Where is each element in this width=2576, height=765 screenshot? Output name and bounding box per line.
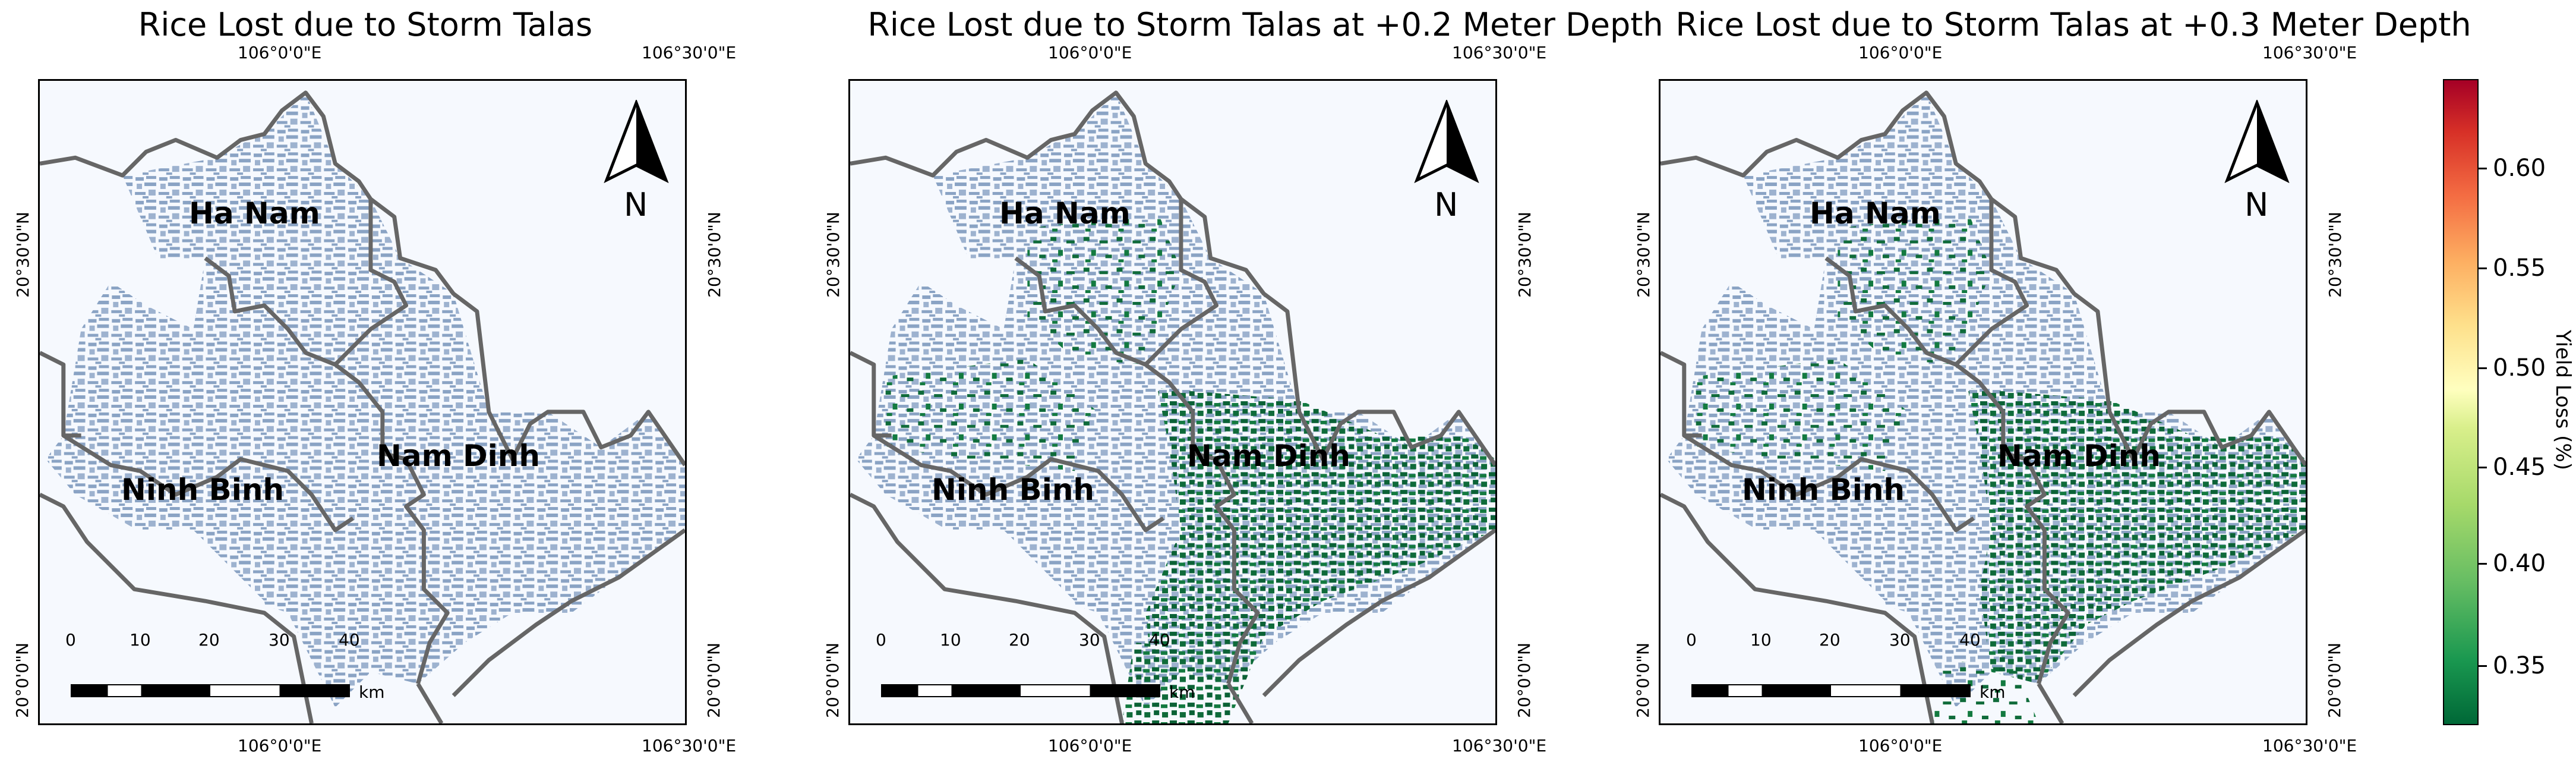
map-panel-3 bbox=[1659, 79, 2307, 725]
lat-tick-right-20-30: 20°30'0"N bbox=[2325, 212, 2345, 298]
yield-loss-overlay bbox=[885, 210, 1495, 723]
colorbar-tick-mark bbox=[2479, 665, 2487, 667]
map-panel-2 bbox=[848, 79, 1497, 725]
lon-tick-bottom-106-30: 106°30'0"E bbox=[1452, 736, 1547, 755]
colorbar-tick-mark bbox=[2479, 563, 2487, 565]
scale-tick-0: 0 bbox=[876, 630, 886, 650]
scale-tick-40: 40 bbox=[339, 630, 360, 650]
scale-tick-40: 40 bbox=[1959, 630, 1981, 650]
north-arrow-label: N bbox=[1434, 186, 1459, 223]
lat-tick-right-20-0: 20°0'0"N bbox=[1514, 643, 1534, 718]
province-label-ninh-binh: Ninh Binh bbox=[121, 473, 285, 507]
panel-title-2: Rice Lost due to Storm Talas at +0.2 Met… bbox=[867, 6, 1663, 43]
panel-title-1: Rice Lost due to Storm Talas bbox=[138, 6, 593, 43]
north-arrow-label: N bbox=[2244, 186, 2269, 223]
north-arrow-label: N bbox=[624, 186, 648, 223]
lon-tick-bottom-106-0: 106°0'0"E bbox=[1048, 736, 1132, 755]
province-label-ha-nam: Ha Nam bbox=[189, 196, 320, 231]
province-label-ha-nam: Ha Nam bbox=[1810, 196, 1941, 231]
colorbar-tick-mark bbox=[2479, 267, 2487, 269]
colorbar-tick-label: 0.35 bbox=[2493, 652, 2546, 679]
lon-tick-top-106-0: 106°0'0"E bbox=[1048, 43, 1132, 62]
colorbar-tick-mark bbox=[2479, 168, 2487, 169]
rice-map-2 bbox=[850, 81, 1495, 723]
north-arrow-icon bbox=[604, 100, 669, 183]
lon-tick-top-106-30: 106°30'0"E bbox=[642, 43, 737, 62]
lon-tick-bottom-106-30: 106°30'0"E bbox=[2262, 736, 2357, 755]
colorbar-title: Yield Loss (%) bbox=[2551, 330, 2575, 470]
lat-tick-right-20-0: 20°0'0"N bbox=[2324, 643, 2344, 718]
province-label-nam-dinh: Nam Dinh bbox=[1187, 439, 1350, 473]
colorbar bbox=[2443, 79, 2479, 725]
scale-tick-20: 20 bbox=[1009, 630, 1030, 650]
scale-tick-20: 20 bbox=[1819, 630, 1841, 650]
scale-tick-10: 10 bbox=[130, 630, 151, 650]
scale-bar bbox=[71, 684, 350, 697]
lat-tick-left-20-30: 20°30'0"N bbox=[1633, 212, 1653, 298]
lat-tick-left-20-0: 20°0'0"N bbox=[1633, 643, 1653, 718]
lat-tick-left-20-0: 20°0'0"N bbox=[822, 643, 842, 718]
colorbar-tick-mark bbox=[2479, 367, 2487, 369]
scale-unit: km bbox=[1169, 682, 1195, 702]
lon-tick-top-106-30: 106°30'0"E bbox=[1452, 43, 1547, 62]
province-label-ninh-binh: Ninh Binh bbox=[932, 473, 1095, 507]
colorbar-tick-label: 0.50 bbox=[2493, 354, 2546, 382]
scale-tick-30: 30 bbox=[1079, 630, 1100, 650]
lon-tick-top-106-0: 106°0'0"E bbox=[1858, 43, 1943, 62]
scale-bar bbox=[881, 684, 1160, 697]
lat-tick-right-20-30: 20°30'0"N bbox=[704, 212, 724, 298]
scale-unit: km bbox=[1980, 682, 2006, 702]
rice-map-1 bbox=[40, 81, 685, 723]
north-arrow-icon bbox=[2224, 100, 2290, 183]
province-label-nam-dinh: Nam Dinh bbox=[377, 439, 540, 473]
rice-map-3 bbox=[1660, 81, 2306, 723]
panel-title-3: Rice Lost due to Storm Talas at +0.3 Met… bbox=[1675, 6, 2471, 43]
scale-tick-10: 10 bbox=[1750, 630, 1772, 650]
lat-tick-right-20-0: 20°0'0"N bbox=[703, 643, 724, 718]
lon-tick-bottom-106-0: 106°0'0"E bbox=[1858, 736, 1943, 755]
lon-tick-top-106-0: 106°0'0"E bbox=[238, 43, 322, 62]
north-arrow-icon bbox=[1414, 100, 1479, 183]
scale-tick-30: 30 bbox=[269, 630, 290, 650]
scale-tick-0: 0 bbox=[1686, 630, 1697, 650]
lon-tick-top-106-30: 106°30'0"E bbox=[2262, 43, 2357, 62]
colorbar-tick-label: 0.40 bbox=[2493, 550, 2546, 577]
colorbar-tick-label: 0.45 bbox=[2493, 454, 2546, 481]
map-panel-1 bbox=[38, 79, 687, 725]
province-label-nam-dinh: Nam Dinh bbox=[1997, 439, 2161, 473]
lat-tick-left-20-0: 20°0'0"N bbox=[12, 643, 32, 718]
province-label-ha-nam: Ha Nam bbox=[999, 196, 1131, 231]
province-label-ninh-binh: Ninh Binh bbox=[1742, 473, 1905, 507]
scale-tick-0: 0 bbox=[65, 630, 76, 650]
lat-tick-right-20-30: 20°30'0"N bbox=[1514, 212, 1535, 298]
lat-tick-left-20-30: 20°30'0"N bbox=[823, 212, 843, 298]
province-boundaries bbox=[40, 90, 685, 723]
colorbar-tick-mark bbox=[2479, 467, 2487, 468]
scale-tick-20: 20 bbox=[198, 630, 220, 650]
scale-tick-40: 40 bbox=[1149, 630, 1170, 650]
lon-tick-bottom-106-30: 106°30'0"E bbox=[642, 736, 737, 755]
scale-tick-30: 30 bbox=[1889, 630, 1911, 650]
colorbar-tick-label: 0.60 bbox=[2493, 155, 2546, 182]
lon-tick-bottom-106-0: 106°0'0"E bbox=[238, 736, 322, 755]
lat-tick-left-20-30: 20°30'0"N bbox=[12, 212, 33, 298]
colorbar-tick-label: 0.55 bbox=[2493, 254, 2546, 282]
scale-tick-10: 10 bbox=[940, 630, 961, 650]
scale-unit: km bbox=[359, 682, 385, 702]
scale-bar bbox=[1691, 684, 1971, 697]
yield-loss-overlay bbox=[1696, 210, 2306, 723]
